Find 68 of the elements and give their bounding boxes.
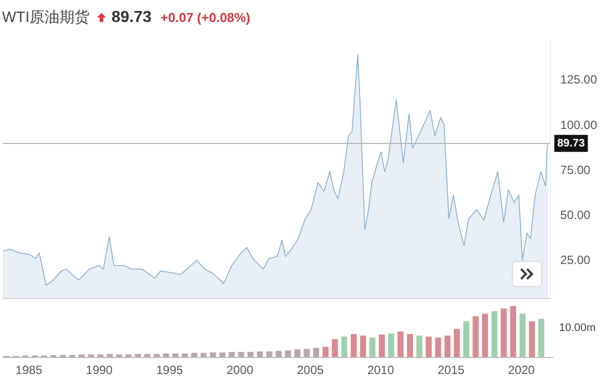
bar — [510, 306, 516, 357]
bar — [406, 334, 413, 357]
bar — [106, 354, 113, 357]
bar — [126, 354, 132, 357]
bar — [116, 354, 122, 357]
bar — [163, 353, 170, 357]
bar — [435, 338, 442, 357]
bar — [500, 308, 507, 357]
bar — [341, 336, 348, 357]
bar — [322, 346, 329, 357]
bar — [88, 354, 94, 357]
bar — [78, 354, 85, 357]
bar — [182, 353, 188, 357]
bar — [538, 318, 544, 357]
x-tick-label: 2015 — [438, 363, 465, 377]
x-tick-label: 2000 — [226, 363, 254, 377]
x-tick-label: 2020 — [508, 363, 536, 377]
bar — [219, 352, 226, 357]
bar — [472, 316, 479, 357]
bar — [491, 311, 498, 357]
bar — [200, 352, 207, 357]
bar — [191, 352, 198, 357]
bar — [528, 321, 535, 357]
chart-title: WTI原油期货 — [2, 8, 90, 27]
x-tick-label: 1995 — [156, 363, 184, 377]
bar — [350, 334, 357, 357]
bar — [144, 354, 150, 357]
bar — [276, 350, 282, 357]
y-tick-label: 100.00 — [560, 118, 598, 132]
x-tick-label: 1985 — [16, 363, 43, 377]
bar — [416, 336, 422, 357]
bar — [210, 352, 216, 357]
bar — [388, 334, 394, 357]
bar — [332, 339, 338, 357]
bar — [360, 336, 366, 357]
y-tick-label: 50.00 — [560, 208, 591, 222]
bar — [256, 351, 263, 357]
bar — [228, 352, 235, 357]
bar — [294, 349, 300, 357]
bar — [454, 328, 460, 357]
bar — [154, 354, 160, 357]
text: +0.07 (+0.08%) — [160, 10, 250, 25]
bar — [444, 336, 450, 357]
bar — [463, 321, 470, 357]
bar — [247, 352, 254, 357]
bar — [266, 351, 272, 357]
bar — [378, 334, 385, 357]
x-tick-label: 2010 — [367, 363, 394, 377]
text: 89.73 — [112, 8, 152, 26]
bar — [304, 348, 310, 357]
bar — [172, 353, 178, 357]
y-tick-label: 75.00 — [560, 162, 591, 177]
bar — [97, 354, 104, 357]
bar — [482, 314, 488, 357]
bar — [313, 348, 320, 357]
bar — [426, 336, 432, 357]
bar — [134, 354, 141, 357]
y-tick-label: 25.00 — [560, 253, 591, 268]
bar — [520, 314, 526, 357]
x-tick-label: 1990 — [86, 363, 113, 377]
y-tick-label: 125.00 — [560, 72, 598, 87]
bar — [369, 338, 376, 357]
text: 10.00m — [559, 322, 596, 334]
bar — [284, 350, 291, 357]
ref-line-label: 89.73 — [557, 137, 585, 150]
bar — [238, 352, 244, 357]
bar — [398, 332, 404, 357]
x-tick-label: 2005 — [296, 363, 324, 377]
